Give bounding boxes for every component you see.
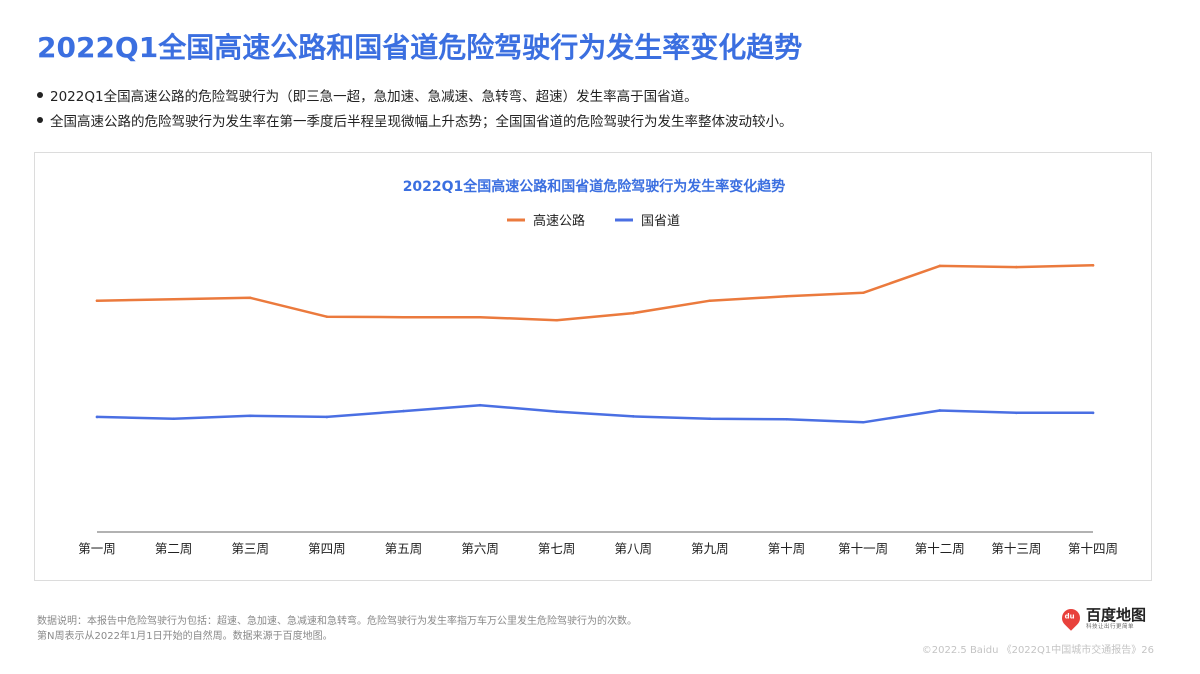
x-tick-label: 第十周 [768, 541, 806, 556]
x-tick-label: 第四周 [308, 541, 346, 556]
x-tick-label: 第八周 [615, 541, 653, 556]
logo-name: 百度地图 [1086, 606, 1147, 624]
footnote-week-definition: 第N周表示从2022年1月1日开始的自然周。数据来源于百度地图。 [37, 631, 333, 642]
logo-slogan: 科技让出行更简单 [1086, 624, 1135, 630]
data-point [172, 297, 175, 301]
data-point [1015, 411, 1018, 415]
legend-label: 高速公路 [533, 213, 585, 229]
x-tick-label: 第六周 [461, 541, 499, 556]
bullet-text: 全国高速公路的危险驾驶行为发生率在第一季度后半程呈现微幅上升态势；全国国省道的危… [50, 113, 793, 130]
data-point [555, 318, 558, 322]
x-tick-label: 第十一周 [838, 541, 888, 556]
data-point [785, 418, 788, 421]
x-tick-label: 第九周 [691, 541, 729, 556]
data-point [632, 311, 635, 315]
data-point [1091, 411, 1095, 415]
logo-pin-label: du [1064, 612, 1075, 621]
series-line-highway [95, 264, 1095, 322]
summary-bullets: 2022Q1全国高速公路的危险驾驶行为（即三急一超，急加速、急减速、急转弯、超速… [37, 82, 793, 132]
copyright-text: ©2022.5 Baidu 《2022Q1中国城市交通报告》26 [921, 645, 1154, 656]
data-point [95, 415, 99, 419]
series-line-national-road [95, 403, 1095, 424]
bullet-dot-icon [37, 116, 43, 123]
data-point [938, 409, 942, 412]
data-point [555, 410, 558, 413]
data-point [708, 299, 712, 303]
chart-panel: 2022Q1全国高速公路和国省道危险驾驶行为发生率变化趋势高速公路 国省道第一周 第… [34, 152, 1152, 581]
baidu-map-logo: du 百度地图 科技让出行更简单 [1058, 605, 1147, 631]
data-point [478, 315, 482, 319]
x-tick-label: 第十三周 [991, 541, 1041, 556]
data-point [1015, 265, 1018, 269]
map-pin-icon: du [1058, 605, 1084, 631]
data-point [95, 299, 99, 303]
bullet-item: 2022Q1全国高速公路的危险驾驶行为（即三急一超，急加速、急减速、急转弯、超速… [37, 82, 793, 107]
data-point [402, 409, 405, 413]
footnote-data-description: 数据说明：本报告中危险驾驶行为包括：超速、急加速、急减速和急转弯。危险驾驶行为发… [37, 616, 637, 627]
data-point [785, 294, 788, 298]
x-tick-label: 第二周 [155, 541, 193, 556]
x-tick-label: 第五周 [385, 541, 423, 556]
data-point [861, 291, 865, 295]
data-point [861, 420, 865, 424]
chart-title: 2022Q1全国高速公路和国省道危险驾驶行为发生率变化趋势 [403, 178, 786, 195]
x-tick-label: 第十二周 [915, 541, 965, 556]
data-point [248, 296, 252, 300]
data-point [938, 264, 942, 268]
data-point [478, 403, 482, 407]
bullet-item: 全国高速公路的危险驾驶行为发生率在第一季度后半程呈现微幅上升态势；全国国省道的危… [37, 107, 793, 132]
data-point [1091, 264, 1095, 267]
data-point [402, 315, 405, 319]
data-point [325, 315, 329, 318]
data-point [172, 417, 175, 421]
page-title: 2022Q1全国高速公路和国省道危险驾驶行为发生率变化趋势 [37, 31, 803, 64]
legend-label: 国省道 [641, 214, 680, 229]
x-tick-label: 第十四周 [1068, 541, 1118, 556]
data-point [248, 414, 252, 418]
data-point [708, 417, 712, 421]
x-tick-label: 第七周 [538, 541, 576, 556]
data-point [632, 415, 635, 418]
bullet-dot-icon [37, 91, 43, 98]
data-point [325, 415, 329, 419]
x-tick-label: 第三周 [231, 541, 269, 556]
footnotes: 数据说明：本报告中危险驾驶行为包括：超速、急加速、急减速和急转弯。危险驾驶行为发… [37, 614, 637, 644]
x-tick-label: 第一周 [78, 541, 116, 556]
bullet-text: 2022Q1全国高速公路的危险驾驶行为（即三急一超，急加速、急减速、急转弯、超速… [50, 88, 698, 105]
